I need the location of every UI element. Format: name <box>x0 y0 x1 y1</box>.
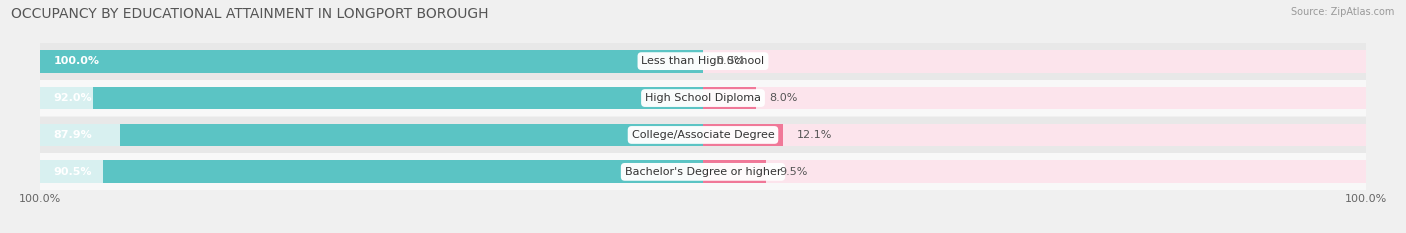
Text: Bachelor's Degree or higher: Bachelor's Degree or higher <box>624 167 782 177</box>
Text: Source: ZipAtlas.com: Source: ZipAtlas.com <box>1291 7 1395 17</box>
Bar <box>703 50 1365 72</box>
Text: 92.0%: 92.0% <box>53 93 91 103</box>
Bar <box>41 50 703 72</box>
Bar <box>41 43 1365 80</box>
Bar <box>41 161 703 183</box>
Text: College/Associate Degree: College/Associate Degree <box>631 130 775 140</box>
Bar <box>703 87 756 110</box>
Text: OCCUPANCY BY EDUCATIONAL ATTAINMENT IN LONGPORT BOROUGH: OCCUPANCY BY EDUCATIONAL ATTAINMENT IN L… <box>11 7 489 21</box>
Bar <box>41 80 1365 116</box>
Bar <box>103 161 703 183</box>
Text: 8.0%: 8.0% <box>769 93 797 103</box>
Bar <box>703 123 783 146</box>
Text: 0.0%: 0.0% <box>716 56 745 66</box>
Text: 9.5%: 9.5% <box>779 167 807 177</box>
Bar <box>121 123 703 146</box>
Bar <box>41 153 1365 190</box>
Bar <box>703 161 1365 183</box>
Bar <box>41 87 703 110</box>
Text: Less than High School: Less than High School <box>641 56 765 66</box>
Text: 90.5%: 90.5% <box>53 167 91 177</box>
Bar <box>703 161 766 183</box>
Bar <box>41 50 703 72</box>
Text: 12.1%: 12.1% <box>796 130 832 140</box>
Text: 100.0%: 100.0% <box>53 56 100 66</box>
Bar <box>703 123 1365 146</box>
Text: 87.9%: 87.9% <box>53 130 93 140</box>
Bar <box>41 123 703 146</box>
Bar <box>93 87 703 110</box>
Bar <box>703 87 1365 110</box>
Bar <box>41 116 1365 153</box>
Text: High School Diploma: High School Diploma <box>645 93 761 103</box>
